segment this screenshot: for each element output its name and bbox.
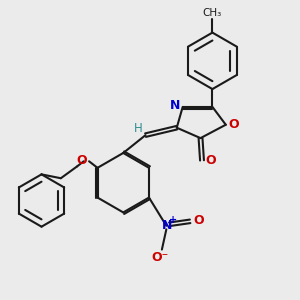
Text: O⁻: O⁻ (151, 251, 168, 264)
Text: O: O (193, 214, 204, 227)
Text: +: + (169, 215, 177, 225)
Text: H: H (134, 122, 142, 135)
Text: O: O (228, 118, 239, 131)
Text: CH₃: CH₃ (203, 8, 222, 18)
Text: N: N (162, 219, 172, 232)
Text: N: N (170, 99, 180, 112)
Text: O: O (205, 154, 216, 167)
Text: O: O (76, 154, 87, 167)
